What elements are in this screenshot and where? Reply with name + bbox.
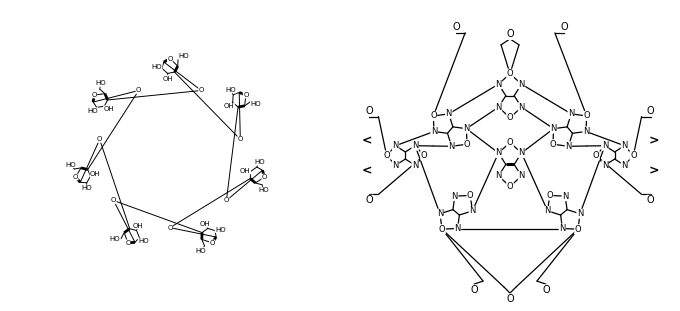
Text: OH: OH <box>224 103 235 109</box>
Text: O: O <box>384 151 390 160</box>
Text: O: O <box>209 240 215 246</box>
Text: N: N <box>495 103 502 112</box>
Text: N: N <box>518 103 525 112</box>
Text: HO: HO <box>250 101 261 107</box>
Text: OH: OH <box>103 106 114 112</box>
Text: O: O <box>73 174 78 180</box>
Text: O: O <box>575 225 581 234</box>
Text: N: N <box>392 141 398 150</box>
Text: O: O <box>167 225 173 231</box>
Text: O: O <box>439 225 445 234</box>
Text: O: O <box>421 151 427 160</box>
Text: O: O <box>507 69 513 78</box>
Text: O: O <box>467 191 473 200</box>
Text: N: N <box>392 161 398 170</box>
Text: OH: OH <box>199 221 210 227</box>
Text: N: N <box>622 161 628 170</box>
Text: N: N <box>622 141 628 150</box>
Text: N: N <box>518 171 525 180</box>
Text: <: < <box>361 164 372 177</box>
Text: N: N <box>559 224 566 233</box>
Text: O: O <box>136 87 141 94</box>
Text: O: O <box>549 140 556 149</box>
Text: N: N <box>412 141 418 150</box>
Text: O: O <box>647 106 654 116</box>
Text: O: O <box>366 106 373 116</box>
Text: O: O <box>167 56 173 62</box>
Text: HO: HO <box>138 238 149 244</box>
Text: HO: HO <box>226 87 236 93</box>
Text: N: N <box>602 161 608 170</box>
Text: HO: HO <box>178 53 188 59</box>
Text: N: N <box>577 209 583 218</box>
Text: HO: HO <box>109 236 120 242</box>
Text: HO: HO <box>215 226 226 233</box>
Text: O: O <box>111 197 116 203</box>
Text: HO: HO <box>258 188 269 193</box>
Text: N: N <box>463 124 470 133</box>
Text: N: N <box>454 224 461 233</box>
Text: O: O <box>237 137 243 142</box>
Text: <: < <box>361 134 372 147</box>
Text: N: N <box>452 192 458 201</box>
Text: O: O <box>471 285 478 295</box>
Text: O: O <box>506 294 514 304</box>
Text: O: O <box>507 113 513 122</box>
Text: HO: HO <box>196 248 206 253</box>
Text: O: O <box>262 174 267 180</box>
Text: O: O <box>243 92 248 98</box>
Text: O: O <box>506 29 514 39</box>
Text: N: N <box>469 207 475 216</box>
Text: HO: HO <box>152 64 162 70</box>
Text: O: O <box>547 191 553 200</box>
Text: N: N <box>431 127 437 136</box>
Text: O: O <box>583 111 590 120</box>
Text: O: O <box>125 240 131 246</box>
Text: O: O <box>199 87 204 94</box>
Text: OH: OH <box>133 222 143 229</box>
Text: N: N <box>565 142 572 151</box>
Text: O: O <box>97 137 103 142</box>
Text: N: N <box>495 148 502 157</box>
Text: N: N <box>445 109 452 118</box>
Text: N: N <box>568 109 575 118</box>
Text: O: O <box>630 151 636 160</box>
Text: O: O <box>366 195 373 205</box>
Text: N: N <box>545 207 551 216</box>
Text: O: O <box>464 140 471 149</box>
Text: N: N <box>518 80 525 89</box>
Text: OH: OH <box>90 171 101 177</box>
Text: N: N <box>495 171 502 180</box>
Text: N: N <box>518 148 525 157</box>
Text: >: > <box>648 134 659 147</box>
Text: O: O <box>224 197 229 203</box>
Text: N: N <box>602 141 608 150</box>
Text: O: O <box>560 22 568 32</box>
Text: O: O <box>452 22 460 32</box>
Text: HO: HO <box>254 159 265 165</box>
Text: O: O <box>507 182 513 191</box>
Text: O: O <box>92 92 97 98</box>
Text: >: > <box>648 164 659 177</box>
Text: N: N <box>550 124 557 133</box>
Text: N: N <box>495 80 502 89</box>
Text: HO: HO <box>87 108 98 114</box>
Text: N: N <box>412 161 418 170</box>
Text: HO: HO <box>82 185 92 191</box>
Text: N: N <box>562 192 568 201</box>
Text: OH: OH <box>240 168 251 174</box>
Text: O: O <box>430 111 437 120</box>
Text: O: O <box>507 138 513 147</box>
Text: O: O <box>593 151 599 160</box>
Text: HO: HO <box>65 162 75 168</box>
Text: O: O <box>647 195 654 205</box>
Text: N: N <box>583 127 589 136</box>
Text: N: N <box>437 209 443 218</box>
Text: O: O <box>542 285 549 295</box>
Text: OH: OH <box>163 76 173 81</box>
Text: HO: HO <box>95 80 106 86</box>
Text: N: N <box>448 142 455 151</box>
